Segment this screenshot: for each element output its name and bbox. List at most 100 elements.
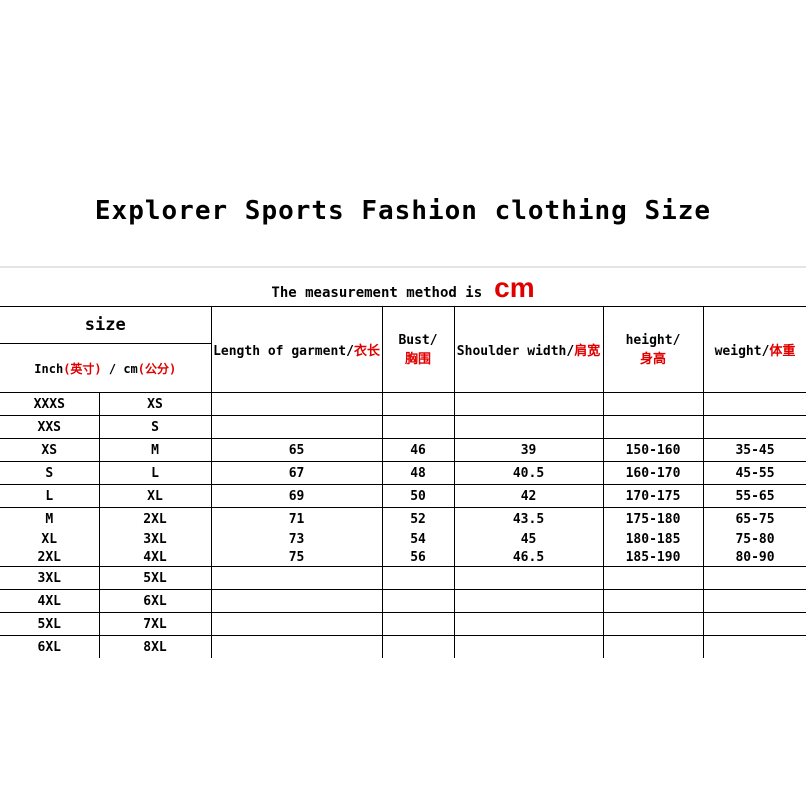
- table-cell: XS: [0, 438, 100, 462]
- table-row: XS M 65 46 39 150-160 35-45: [0, 438, 806, 462]
- table-cell: S: [0, 461, 100, 485]
- table-cell: [210, 566, 383, 590]
- table-cell: [702, 392, 806, 416]
- table-cell: 6XL: [98, 589, 212, 613]
- table-cell: L: [98, 461, 212, 485]
- size-table: size Length of garment/衣长 Bust/胸围 Should…: [0, 306, 806, 658]
- table-row: XXXS XS: [0, 392, 806, 416]
- table-cell: 185-190: [602, 548, 704, 567]
- table-cell: [602, 612, 704, 636]
- table-cell: [210, 589, 383, 613]
- table-row: XXS S: [0, 415, 806, 439]
- table-cell: [381, 612, 455, 636]
- table-cell: 46.5: [453, 548, 604, 567]
- table-cell: 6XL: [0, 635, 100, 658]
- table-cell: 2XL: [98, 507, 212, 530]
- table-cell: 65-75: [702, 507, 806, 530]
- table-cell: 71: [210, 507, 383, 530]
- table-cell: 75-80: [702, 530, 806, 548]
- table-row: L XL 69 50 42 170-175 55-65: [0, 484, 806, 508]
- table-cell: 45-55: [702, 461, 806, 485]
- table-cell: 3XL: [0, 566, 100, 590]
- table-cell: 69: [210, 484, 383, 508]
- table-cell: [602, 415, 704, 439]
- weight-header: weight/体重: [702, 306, 806, 393]
- table-cell: 80-90: [702, 548, 806, 567]
- table-cell: [702, 566, 806, 590]
- table-cell: S: [98, 415, 212, 439]
- table-cell: 3XL: [98, 530, 212, 548]
- table-row: XL 3XL 73 54 45 180-185 75-80: [0, 530, 806, 548]
- table-cell: [602, 392, 704, 416]
- table-cell: [602, 635, 704, 658]
- table-cell: [702, 612, 806, 636]
- table-cell: XXXS: [0, 392, 100, 416]
- shoulder-header: Shoulder width/肩宽: [453, 306, 604, 393]
- table-cell: 5XL: [98, 566, 212, 590]
- table-cell: 2XL: [0, 548, 100, 567]
- table-cell: 4XL: [98, 548, 212, 567]
- table-cell: [381, 392, 455, 416]
- table-cell: 35-45: [702, 438, 806, 462]
- table-cell: [381, 566, 455, 590]
- table-row: 6XL 8XL: [0, 635, 806, 658]
- table-row: M 2XL 71 52 43.5 175-180 65-75: [0, 507, 806, 530]
- bust-header: Bust/胸围: [381, 306, 455, 393]
- table-cell: 4XL: [0, 589, 100, 613]
- table-cell: 52: [381, 507, 455, 530]
- table-cell: [210, 635, 383, 658]
- table-cell: 48: [381, 461, 455, 485]
- divider: [0, 266, 806, 268]
- table-cell: [210, 415, 383, 439]
- table-cell: 67: [210, 461, 383, 485]
- table-cell: [453, 612, 604, 636]
- header-row: size Length of garment/衣长 Bust/胸围 Should…: [0, 306, 806, 393]
- table-cell: 65: [210, 438, 383, 462]
- measurement-method: The measurement method is cm: [0, 272, 806, 304]
- table-cell: 54: [381, 530, 455, 548]
- table-cell: [381, 415, 455, 439]
- table-cell: 40.5: [453, 461, 604, 485]
- table-cell: 7XL: [98, 612, 212, 636]
- unit-header: Inch(英寸) / cm(公分): [0, 343, 212, 393]
- table-row: 5XL 7XL: [0, 612, 806, 636]
- table-cell: [602, 589, 704, 613]
- table-row: 2XL 4XL 75 56 46.5 185-190 80-90: [0, 548, 806, 567]
- table-cell: [602, 566, 704, 590]
- height-header: height/身高: [602, 306, 704, 393]
- table-cell: [210, 392, 383, 416]
- table-cell: 50: [381, 484, 455, 508]
- table-row: 3XL 5XL: [0, 566, 806, 590]
- table-cell: 160-170: [602, 461, 704, 485]
- table-cell: [453, 566, 604, 590]
- table-cell: XS: [98, 392, 212, 416]
- table-cell: [381, 589, 455, 613]
- table-cell: [702, 415, 806, 439]
- chart-title: Explorer Sports Fashion clothing Size: [94, 196, 712, 226]
- table-cell: 43.5: [453, 507, 604, 530]
- table-cell: 180-185: [602, 530, 704, 548]
- table-cell: 46: [381, 438, 455, 462]
- table-cell: XXS: [0, 415, 100, 439]
- table-cell: 42: [453, 484, 604, 508]
- length-header: Length of garment/衣长: [210, 306, 383, 393]
- table-cell: [453, 635, 604, 658]
- method-text: The measurement method is: [271, 285, 483, 301]
- table-cell: 150-160: [602, 438, 704, 462]
- table-row: 4XL 6XL: [0, 589, 806, 613]
- size-header: size: [0, 306, 212, 344]
- table-cell: [210, 612, 383, 636]
- method-unit: cm: [494, 272, 535, 303]
- table-row: S L 67 48 40.5 160-170 45-55: [0, 461, 806, 485]
- table-cell: [453, 392, 604, 416]
- table-cell: M: [98, 438, 212, 462]
- table-cell: L: [0, 484, 100, 508]
- table-cell: [702, 635, 806, 658]
- table-cell: XL: [98, 484, 212, 508]
- table-cell: [702, 589, 806, 613]
- table-cell: 55-65: [702, 484, 806, 508]
- table-cell: [453, 415, 604, 439]
- table-cell: 73: [210, 530, 383, 548]
- table-cell: 45: [453, 530, 604, 548]
